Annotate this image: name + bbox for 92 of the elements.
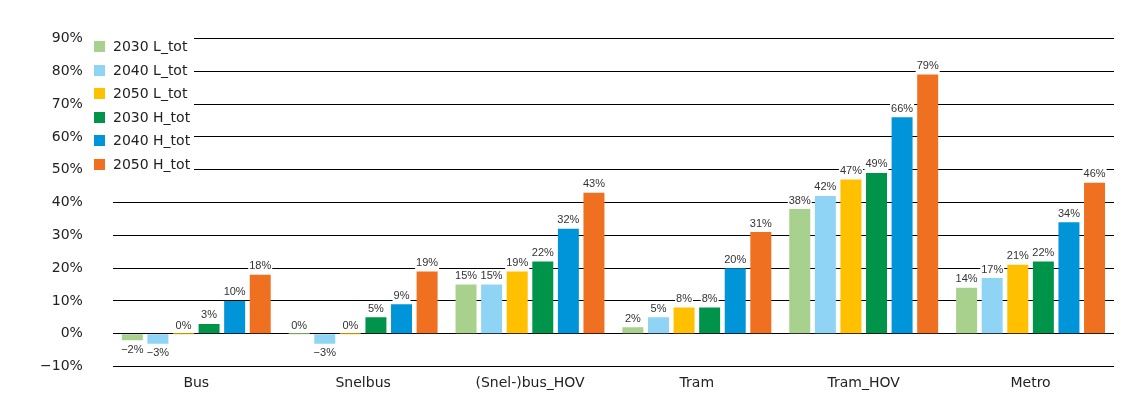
legend-label: 2040 L_tot: [113, 60, 188, 80]
data-label: 38%: [788, 193, 811, 206]
y-tick-label: 80%: [51, 61, 83, 78]
data-label: 3%: [201, 308, 218, 321]
data-label: 2%: [624, 311, 642, 324]
bar: [416, 271, 438, 334]
bar: [557, 228, 579, 334]
data-label: 22%: [531, 246, 555, 259]
y-tick-label: 10%: [51, 291, 83, 308]
bar: [647, 317, 669, 334]
data-label: −2%: [121, 342, 144, 355]
bar: [1084, 182, 1106, 334]
data-label: 0%: [291, 318, 308, 331]
data-label: 66%: [891, 101, 914, 114]
data-label: 46%: [1083, 167, 1106, 180]
y-tick-label: −10%: [39, 357, 83, 374]
bar: [956, 287, 978, 334]
data-label: 22%: [1032, 246, 1055, 259]
y-tick-label: 20%: [51, 258, 83, 275]
x-tick-label: Tram_HOV: [826, 373, 901, 390]
data-label: 8%: [676, 292, 693, 305]
data-label: 0%: [342, 318, 359, 331]
bar: [1032, 261, 1054, 334]
bar: [699, 307, 721, 334]
data-label: 49%: [865, 157, 888, 170]
data-label: 17%: [981, 262, 1004, 275]
data-label: 79%: [916, 59, 939, 72]
bar: [506, 271, 528, 334]
bar: [840, 179, 862, 334]
data-label: 15%: [455, 269, 478, 282]
legend-label: 2030 H_tot: [113, 107, 191, 127]
bar: [724, 268, 746, 334]
bar: [365, 317, 387, 334]
data-label: 5%: [650, 301, 667, 314]
x-tick-label: Tram: [678, 373, 715, 390]
bar: [198, 323, 220, 334]
bar: [789, 209, 811, 334]
data-label: 10%: [223, 285, 246, 298]
bar: [314, 334, 336, 344]
data-label: 14%: [955, 272, 978, 285]
bar: [814, 195, 836, 334]
bar: [866, 172, 887, 334]
y-tick-label: 70%: [51, 94, 83, 111]
bar: [147, 334, 169, 344]
bar: [391, 304, 412, 334]
bar: [481, 284, 503, 334]
data-label: 0%: [175, 318, 192, 331]
data-label: −3%: [146, 346, 170, 359]
bar: [532, 261, 554, 334]
data-label: 43%: [582, 177, 606, 190]
bar: [121, 334, 143, 341]
legend-label: 2050 L_tot: [113, 84, 188, 103]
x-tick-label: Bus: [183, 373, 210, 390]
y-tick-label: 0%: [60, 324, 83, 341]
data-label: 34%: [1057, 206, 1081, 219]
bar: [891, 117, 913, 334]
data-label: 20%: [724, 252, 747, 265]
bar: [1007, 264, 1029, 334]
bar: [583, 192, 605, 334]
y-tick-label: 90%: [51, 29, 83, 46]
bar: [622, 327, 644, 334]
legend-label: 2050 H_tot: [113, 154, 191, 174]
data-label: 32%: [557, 213, 580, 226]
y-tick-label: 40%: [51, 193, 83, 210]
data-label: 18%: [249, 259, 272, 272]
x-tick-label: (Snel-)bus_HOV: [475, 373, 585, 390]
legend-label: 2040 H_tot: [113, 131, 191, 150]
data-label: 42%: [814, 180, 837, 193]
bar: [673, 307, 695, 334]
data-label: 31%: [749, 216, 773, 229]
data-label: 5%: [367, 301, 385, 314]
data-label: 9%: [393, 288, 410, 301]
bar: [917, 74, 939, 334]
x-tick-label: Snelbus: [335, 373, 391, 390]
data-label: 8%: [701, 292, 718, 305]
y-tick-label: 30%: [51, 225, 83, 242]
bar: [455, 284, 477, 334]
data-label: 19%: [506, 255, 529, 268]
data-label: 19%: [416, 255, 439, 268]
bar: [1058, 222, 1080, 334]
y-tick-label: 60%: [51, 127, 83, 144]
bar: [981, 277, 1003, 334]
bar: [249, 274, 271, 334]
bar: [750, 232, 772, 334]
data-label: 21%: [1006, 249, 1029, 262]
bar: [224, 300, 246, 334]
data-label: −3%: [313, 346, 337, 359]
data-label: 47%: [839, 164, 863, 177]
y-tick-label: 50%: [51, 160, 83, 177]
data-label: 15%: [480, 269, 503, 282]
legend-label: 2030 L_tot: [113, 37, 188, 56]
x-tick-label: Metro: [1010, 373, 1051, 390]
